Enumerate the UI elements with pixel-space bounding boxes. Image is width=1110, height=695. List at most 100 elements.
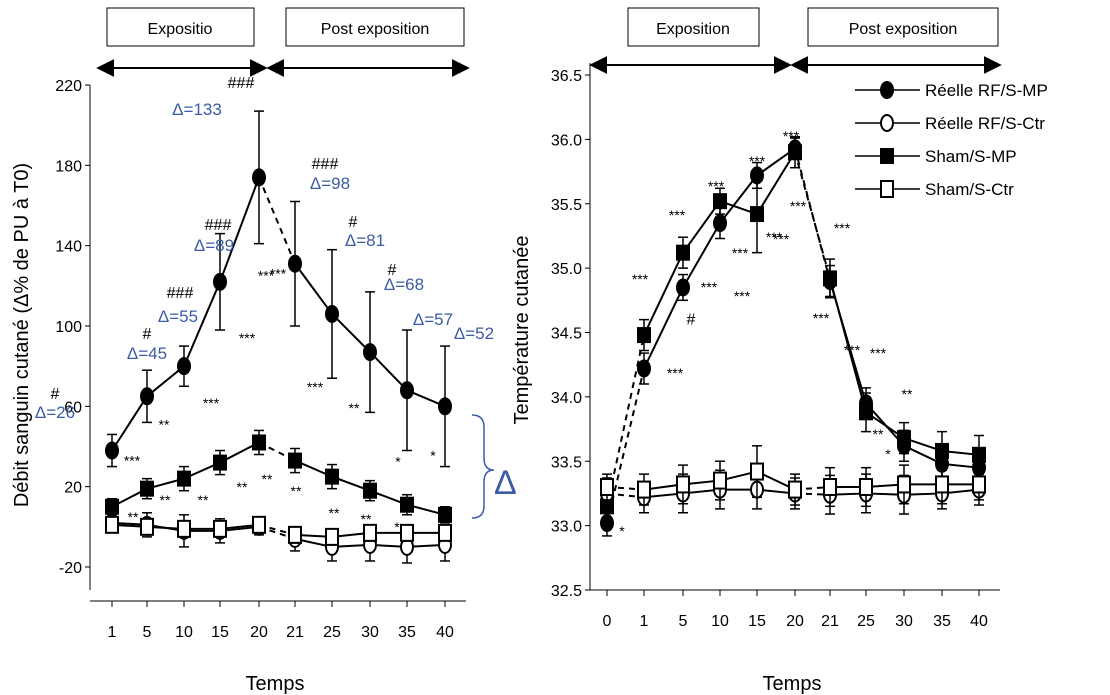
legend-label: Réelle RF/S-Ctr (925, 114, 1045, 133)
x-tick-label: 1 (108, 624, 117, 641)
delta-label: Δ=81 (345, 231, 385, 250)
x-tick-label: 15 (748, 613, 766, 630)
data-point (363, 523, 377, 542)
y-tick-label: 33.5 (551, 454, 582, 471)
y-tick-label: 35.0 (551, 261, 582, 278)
x-tick-label: 5 (679, 613, 688, 630)
y-tick-label: -20 (59, 560, 82, 577)
legend-marker (880, 81, 894, 99)
significance-stars: * (885, 446, 891, 462)
data-point (750, 462, 764, 481)
line-segment (331, 313, 371, 353)
dashed-segment (258, 176, 296, 265)
data-point (972, 446, 986, 463)
data-point (213, 454, 227, 471)
line-segment (111, 395, 148, 452)
data-point (252, 168, 266, 187)
data-point (823, 270, 837, 287)
data-point (400, 381, 414, 400)
data-point (637, 359, 651, 378)
y-tick-label: 180 (55, 158, 82, 175)
x-tick-label: 15 (211, 624, 229, 641)
significance-hash: ### (167, 285, 194, 302)
significance-stars: *** (766, 229, 783, 245)
significance-stars: *** (708, 178, 725, 194)
data-point (213, 272, 227, 291)
line-segment (219, 177, 260, 283)
significance-stars: *** (239, 330, 256, 346)
data-point (935, 442, 949, 459)
significance-stars: *** (632, 271, 649, 287)
significance-stars: ** (361, 511, 372, 527)
significance-stars: *** (790, 198, 807, 214)
data-point (363, 343, 377, 362)
x-tick-label: 35 (398, 624, 416, 641)
significance-stars: * (619, 523, 625, 539)
delta-label: Δ=26 (35, 403, 75, 422)
left-exposure-box (106, 7, 255, 47)
delta-label: Δ=98 (310, 174, 350, 193)
y-tick-label: 36.0 (551, 132, 582, 149)
right-exposure-label: Exposition (656, 21, 730, 38)
x-tick-label: 5 (143, 624, 152, 641)
y-tick-label: 35.5 (551, 197, 582, 214)
significance-stars: *** (734, 288, 751, 304)
data-point (105, 441, 119, 460)
legend-label: Sham/S-MP (925, 147, 1017, 166)
x-tick-label: 0 (603, 613, 612, 630)
data-point (897, 475, 911, 494)
data-point (252, 434, 266, 451)
significance-stars: *** (307, 379, 324, 395)
significance-stars: *** (701, 279, 718, 295)
right-post-label: Post exposition (849, 21, 958, 38)
significance-stars: *** (749, 153, 766, 169)
significance-hash: # (143, 326, 152, 343)
data-point (288, 452, 302, 469)
data-point (859, 478, 873, 496)
significance-stars: *** (203, 395, 220, 411)
line-segment (369, 351, 408, 391)
delta-label: Δ=89 (194, 236, 234, 255)
data-point (288, 254, 302, 273)
data-point (363, 482, 377, 499)
data-point (972, 475, 986, 494)
data-point (823, 478, 837, 496)
line-segment (682, 200, 721, 254)
line-segment (829, 278, 867, 413)
data-point (213, 519, 227, 538)
right-y-axis-label: Température cutanée (511, 235, 533, 424)
legend: Réelle RF/S-MP Réelle RF/S-Ctr Sham/S-MP Sh… (855, 81, 1048, 199)
legend-marker (880, 148, 894, 164)
x-tick-label: 20 (786, 613, 804, 630)
significance-stars: * (395, 453, 401, 469)
significance-stars: ** (128, 509, 139, 525)
significance-stars: *** (270, 266, 287, 282)
significance-stars: ** (349, 400, 360, 416)
x-tick-label: 10 (711, 613, 729, 630)
delta-label: Δ=45 (127, 344, 167, 363)
x-tick-label: 30 (895, 613, 913, 630)
y-tick-label: 32.5 (551, 583, 582, 600)
line-segment (146, 365, 185, 398)
data-point (252, 515, 266, 534)
data-point (438, 397, 452, 416)
legend-marker (880, 180, 894, 198)
data-point (400, 496, 414, 513)
data-point (140, 387, 154, 406)
significance-stars: *** (783, 128, 800, 144)
left-post-box (285, 7, 465, 47)
left-exposure-label: Expositio (148, 21, 213, 38)
delta-label: Δ=52 (454, 324, 494, 343)
line-segment (719, 174, 758, 224)
significance-stars: * (394, 519, 400, 535)
y-tick-label: 220 (55, 78, 82, 95)
right-exposure-box (627, 7, 760, 47)
significance-stars: *** (834, 220, 851, 236)
significance-stars: * (430, 447, 436, 463)
left-post-label: Post exposition (321, 21, 430, 38)
data-point (140, 517, 154, 536)
significance-hash: ### (228, 75, 255, 92)
data-point (713, 471, 727, 490)
data-point (438, 506, 452, 523)
